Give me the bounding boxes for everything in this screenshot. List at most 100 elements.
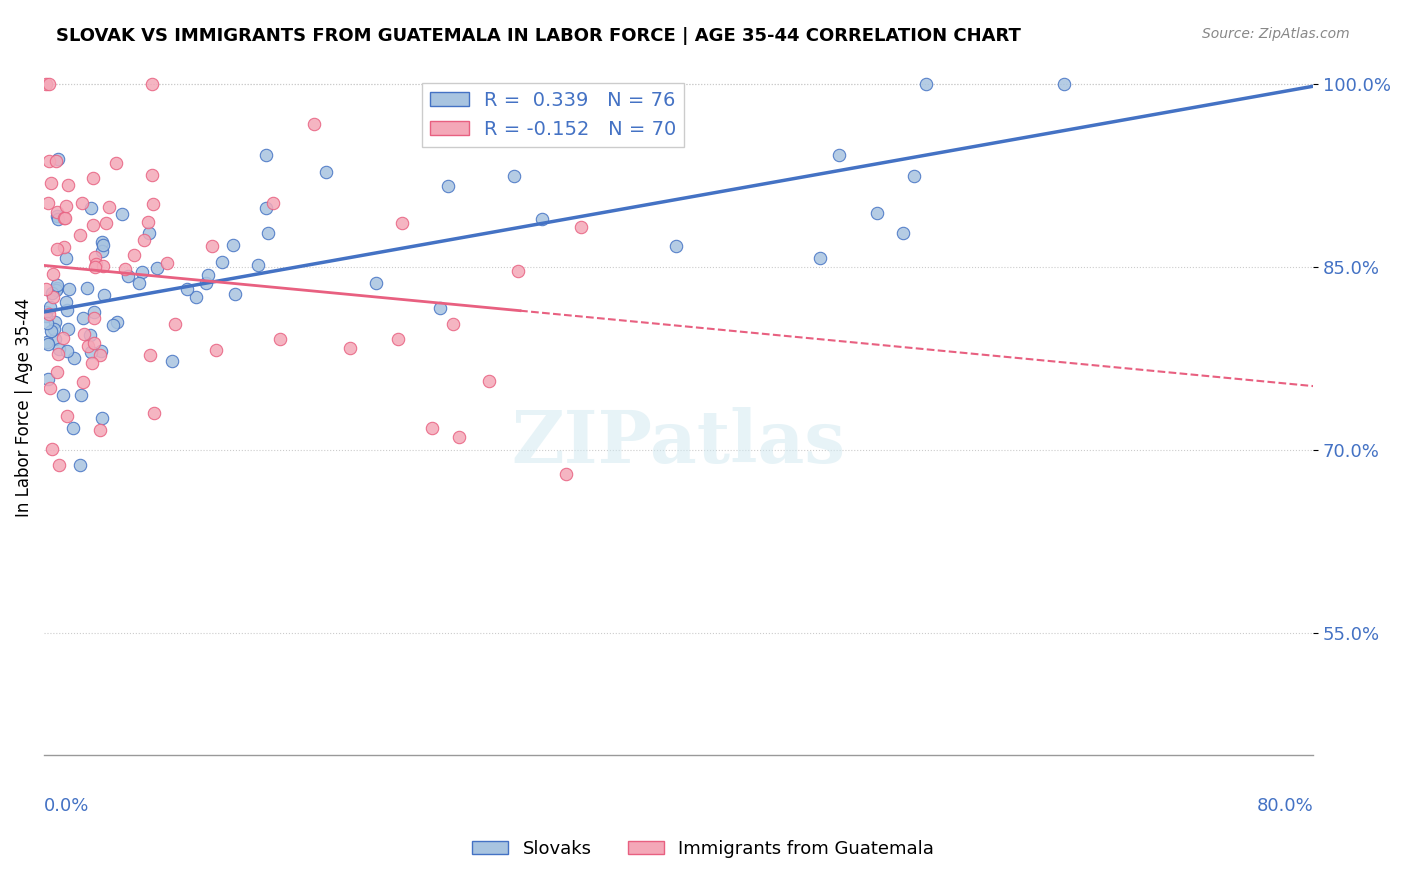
Point: [80, 201, 103, 215]
Point: [891, 226, 914, 240]
Point: [176, 282, 198, 296]
Point: [90, 411, 112, 425]
Point: [194, 276, 217, 290]
Point: [42, 267, 65, 281]
Point: [211, 255, 233, 269]
Point: [72, 311, 94, 326]
Point: [38, 381, 60, 395]
Point: [224, 287, 246, 301]
Point: [93, 288, 115, 302]
Point: [84, 260, 107, 275]
Point: [128, 277, 150, 291]
Point: [808, 251, 831, 265]
Point: [506, 264, 529, 278]
Point: [156, 256, 179, 270]
Point: [46, 153, 69, 167]
Point: [56, 178, 79, 193]
Point: [865, 205, 887, 219]
Point: [91, 235, 114, 249]
Point: [46, 346, 69, 360]
Point: [80, 356, 103, 370]
Point: [186, 290, 208, 304]
Point: [46, 366, 69, 380]
Point: [72, 375, 94, 389]
Point: [93, 238, 115, 252]
Point: [38, 307, 60, 321]
Text: ZIPatlas: ZIPatlas: [512, 407, 846, 478]
Point: [39, 324, 62, 338]
Point: [37, 195, 59, 210]
Point: [56, 343, 79, 358]
Point: [37, 336, 59, 351]
Point: [82, 218, 104, 232]
Point: [222, 237, 245, 252]
Point: [39, 301, 62, 315]
Point: [41, 285, 63, 300]
Point: [70, 196, 93, 211]
Point: [429, 301, 451, 315]
Point: [46, 278, 69, 293]
Point: [131, 265, 153, 279]
Point: [93, 260, 115, 274]
Point: [63, 351, 86, 365]
Text: 80.0%: 80.0%: [1257, 797, 1313, 815]
Point: [35, 310, 58, 324]
Point: [1053, 77, 1076, 91]
Point: [142, 406, 165, 420]
Legend: R =  0.339   N = 76, R = -0.152   N = 70: R = 0.339 N = 76, R = -0.152 N = 70: [422, 83, 685, 146]
Point: [42, 321, 65, 335]
Point: [56, 303, 79, 318]
Point: [269, 332, 291, 346]
Point: [55, 199, 77, 213]
Point: [39, 176, 62, 190]
Point: [564, 112, 586, 127]
Point: [90, 343, 112, 358]
Point: [83, 310, 105, 325]
Point: [447, 430, 470, 444]
Point: [52, 331, 75, 345]
Point: [142, 197, 165, 211]
Point: [111, 207, 134, 221]
Point: [76, 281, 98, 295]
Point: [94, 215, 117, 229]
Point: [56, 321, 79, 335]
Point: [69, 227, 91, 242]
Text: Source: ZipAtlas.com: Source: ZipAtlas.com: [1202, 27, 1350, 41]
Point: [84, 250, 107, 264]
Point: [117, 268, 139, 283]
Point: [46, 212, 69, 227]
Point: [79, 328, 101, 343]
Point: [387, 332, 409, 346]
Point: [197, 268, 219, 282]
Point: [38, 153, 60, 168]
Y-axis label: In Labor Force | Age 35-44: In Labor Force | Age 35-44: [15, 298, 32, 517]
Point: [262, 195, 284, 210]
Point: [915, 77, 938, 91]
Point: [302, 118, 325, 132]
Point: [35, 304, 58, 318]
Point: [122, 248, 145, 262]
Point: [55, 295, 77, 310]
Point: [83, 335, 105, 350]
Point: [247, 258, 270, 272]
Point: [114, 262, 136, 277]
Point: [58, 282, 80, 296]
Point: [503, 169, 526, 183]
Point: [441, 317, 464, 331]
Point: [665, 239, 688, 253]
Point: [77, 339, 100, 353]
Point: [35, 282, 58, 296]
Point: [52, 240, 75, 254]
Point: [530, 211, 553, 226]
Text: 0.0%: 0.0%: [44, 797, 90, 815]
Point: [89, 348, 111, 362]
Point: [69, 458, 91, 473]
Point: [46, 205, 69, 219]
Point: [84, 257, 107, 271]
Point: [35, 317, 58, 331]
Point: [554, 467, 576, 482]
Point: [569, 219, 592, 234]
Point: [52, 388, 75, 402]
Point: [45, 281, 67, 295]
Point: [105, 156, 128, 170]
